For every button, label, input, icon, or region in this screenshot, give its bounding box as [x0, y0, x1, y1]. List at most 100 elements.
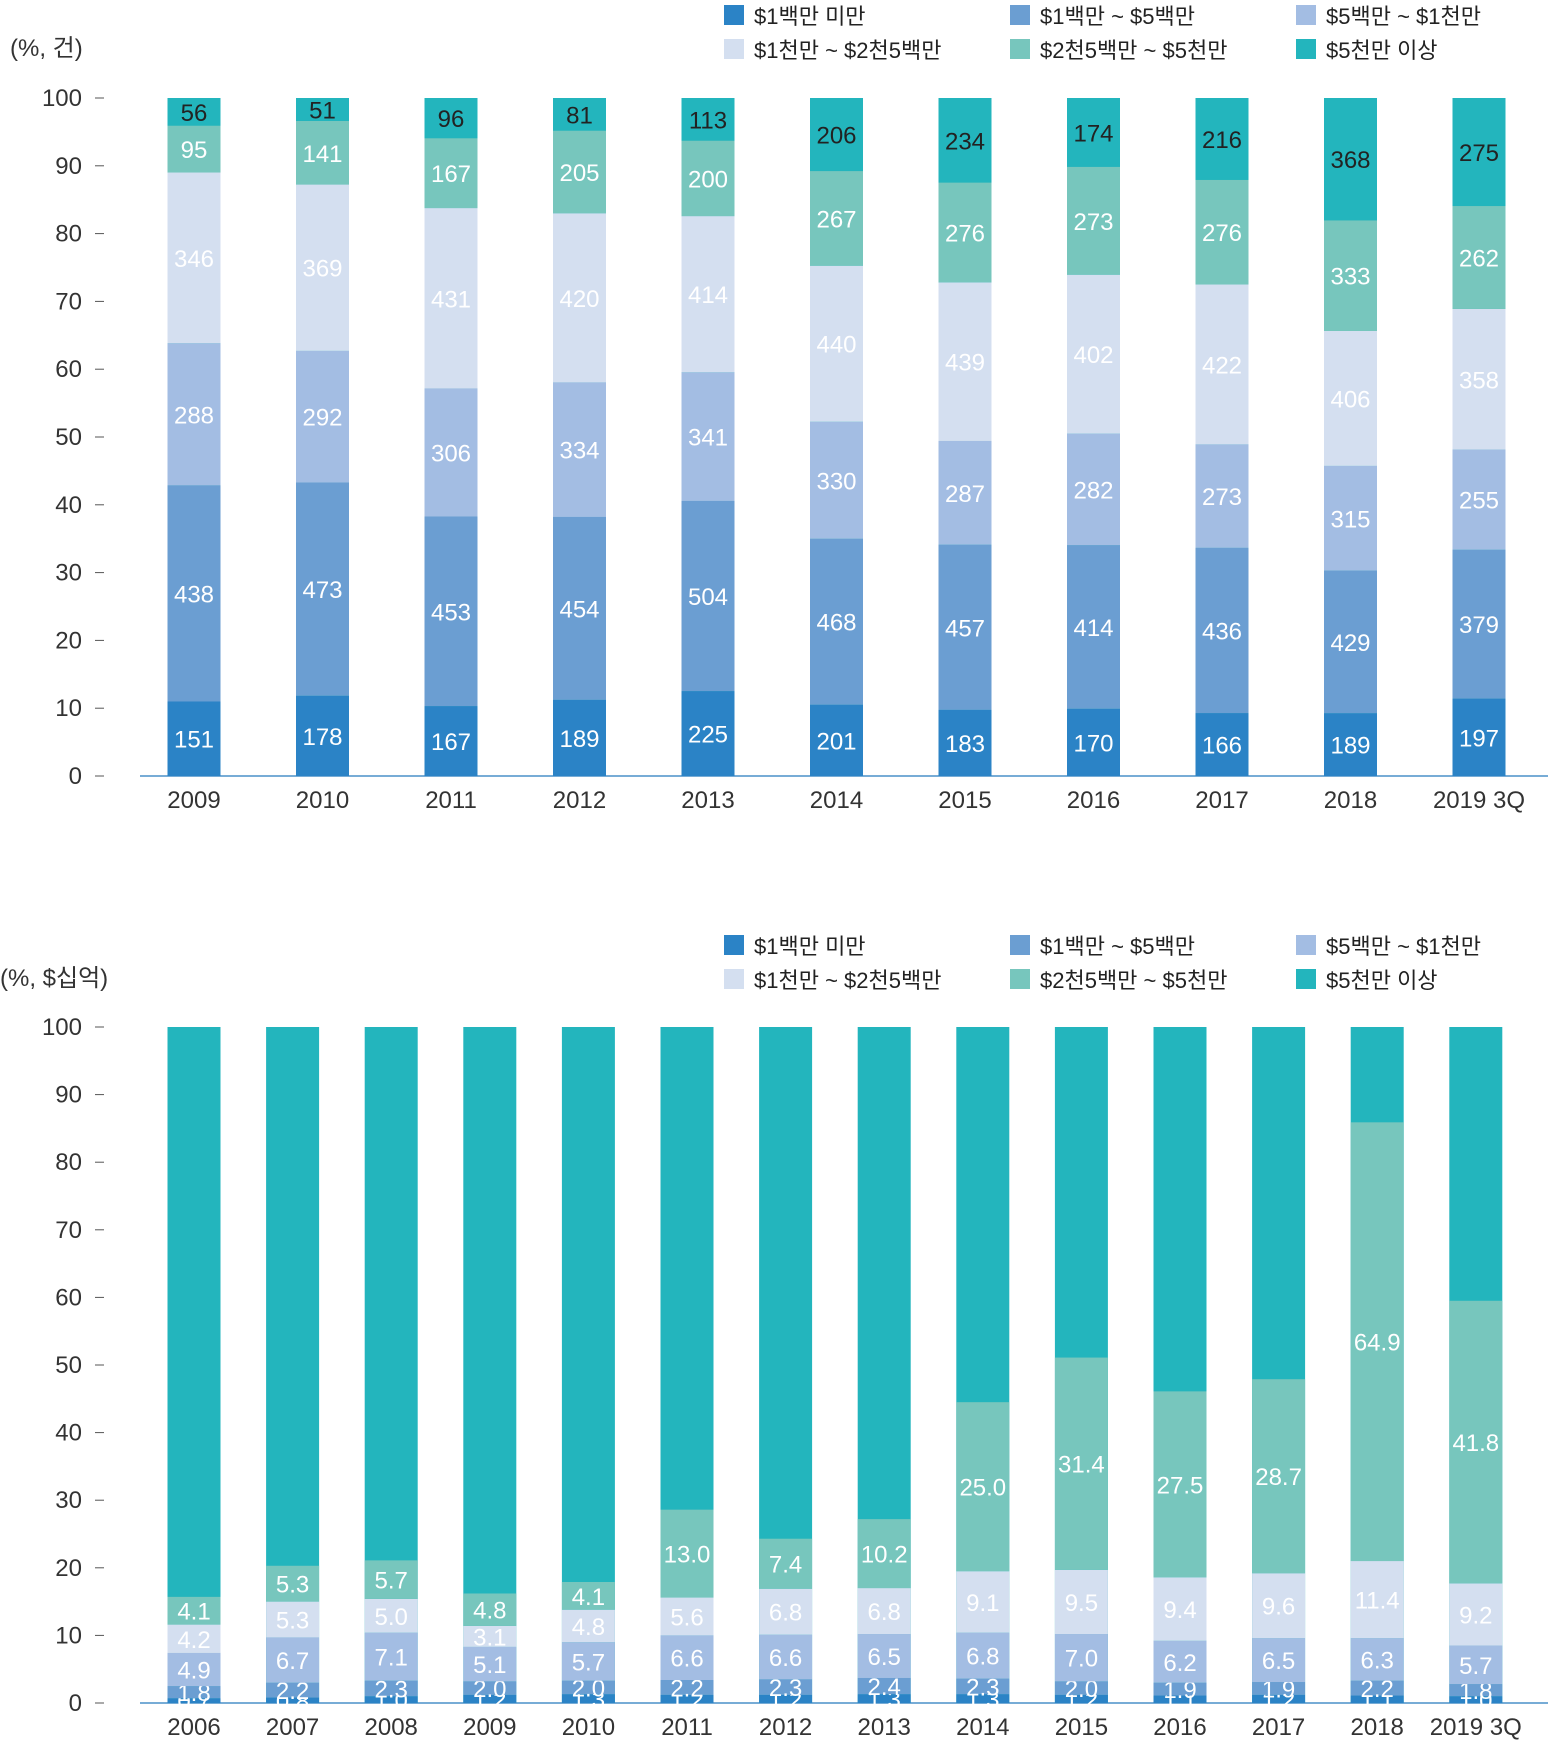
bottom-x-tick-label-2: 2007	[266, 1714, 319, 1741]
top-y-tick-label-100: 100	[42, 85, 82, 112]
bottom-segment-label-7-5: 7.4	[769, 1552, 802, 1579]
bottom-segment-label-2-3: 6.7	[276, 1648, 309, 1675]
top-segment-label-9-4: 422	[1202, 352, 1242, 379]
top-segment-7-1	[938, 709, 992, 776]
bottom-segment-7-2	[759, 1679, 813, 1695]
top-legend-label-3: $5백만 ~ $1천만	[1326, 4, 1481, 29]
bottom-segment-4-4	[463, 1625, 517, 1647]
top-segment-4-4	[553, 213, 606, 383]
bottom-segment-14-4	[1449, 1583, 1503, 1646]
top-segment-5-3	[681, 372, 735, 501]
bottom-y-tick-label-20: 20	[55, 1555, 82, 1582]
bottom-segment-14-2	[1449, 1684, 1503, 1697]
top-segment-label-8-1: 170	[1073, 730, 1113, 757]
bottom-segment-1-3	[167, 1652, 221, 1687]
bottom-x-tick-label-11: 2016	[1153, 1714, 1206, 1741]
bottom-x-tick-label-7: 2012	[759, 1714, 812, 1741]
top-segment-3-6	[424, 98, 478, 139]
top-x-tick-label-9: 2017	[1195, 787, 1248, 814]
top-segment-label-2-6: 51	[309, 97, 336, 124]
bottom-segment-5-4	[561, 1609, 615, 1643]
bottom-legend-label-1: $1백만 미만	[754, 934, 866, 959]
top-segment-5-2	[681, 500, 735, 692]
bottom-legend-label-5: $2천5백만 ~ $5천만	[1040, 968, 1227, 993]
top-segment-label-7-1: 183	[945, 731, 985, 758]
top-x-tick-label-3: 2011	[425, 787, 477, 814]
top-segment-5-5	[681, 140, 735, 217]
bottom-segment-label-5-4: 4.8	[572, 1614, 605, 1641]
top-segment-2-6	[296, 98, 349, 121]
bottom-bar-2011: 1.22.26.65.613.0	[660, 1027, 714, 1714]
top-segment-label-3-5: 167	[431, 161, 471, 188]
bottom-y-tick-label-40: 40	[55, 1420, 82, 1447]
bottom-segment-13-3	[1350, 1638, 1404, 1681]
top-segment-11-5	[1452, 206, 1506, 309]
bottom-segment-10-5	[1054, 1357, 1108, 1570]
bottom-legend-swatch-5	[1010, 969, 1030, 989]
top-segment-label-6-2: 468	[816, 610, 856, 637]
bottom-segment-3-2	[364, 1680, 418, 1697]
bottom-segment-label-4-4: 3.1	[473, 1624, 506, 1651]
bottom-bar-2007: 0.82.26.75.35.3	[266, 1027, 320, 1715]
top-legend-swatch-2	[1010, 5, 1030, 25]
top-segment-10-6	[1324, 98, 1377, 221]
top-segment-3-2	[424, 516, 478, 707]
top-segment-label-6-1: 201	[816, 728, 856, 755]
top-segment-label-3-2: 453	[431, 599, 471, 626]
top-segment-label-1-1: 151	[174, 727, 214, 754]
bottom-x-tick-label-3: 2008	[365, 1714, 418, 1741]
bottom-segment-14-5	[1449, 1300, 1503, 1584]
top-legend-swatch-5	[1010, 39, 1030, 59]
top-segment-label-11-4: 358	[1459, 367, 1499, 394]
top-legend-swatch-3	[1296, 5, 1316, 25]
top-bar-2009: 151 438 288 346 95 56	[167, 98, 221, 776]
bottom-y-tick-label-90: 90	[55, 1082, 82, 1109]
top-segment-label-5-5: 200	[688, 166, 728, 193]
bottom-segment-1-4	[167, 1624, 221, 1653]
bottom-x-tick-label-8: 2013	[858, 1714, 911, 1741]
bottom-segment-9-2	[956, 1678, 1010, 1695]
top-segment-5-1	[681, 691, 735, 776]
bottom-segment-label-8-4: 6.8	[868, 1599, 901, 1626]
top-segment-2-3	[296, 350, 349, 483]
top-segment-label-2-1: 178	[302, 724, 342, 751]
bottom-segment-label-12-3: 6.5	[1262, 1648, 1295, 1675]
bottom-segment-3-4	[364, 1598, 418, 1633]
bottom-segment-11-2	[1153, 1682, 1207, 1696]
top-segment-1-2	[167, 485, 221, 702]
top-segment-label-1-3: 288	[174, 402, 214, 429]
top-x-tick-label-8: 2016	[1067, 787, 1120, 814]
bottom-bar-2013: 1.32.46.56.810.2	[857, 1027, 911, 1714]
bottom-segment-3-1	[364, 1696, 418, 1703]
bottom-segment-label-10-5: 31.4	[1058, 1452, 1105, 1479]
top-segment-label-2-3: 292	[302, 405, 342, 432]
top-segment-label-6-4: 440	[816, 332, 856, 359]
top-segment-label-5-6: 113	[689, 107, 727, 134]
top-segment-7-5	[938, 182, 992, 283]
bottom-bar-2006: 0.71.84.94.24.1	[167, 1027, 221, 1716]
bottom-legend-swatch-6	[1296, 969, 1316, 989]
bottom-segment-12-3	[1252, 1638, 1306, 1683]
bottom-bar-2014: 1.32.36.89.125.0	[956, 1027, 1010, 1714]
top-segment-label-3-4: 431	[431, 286, 471, 313]
top-segment-label-3-3: 306	[431, 440, 471, 467]
top-legend-label-5: $2천5백만 ~ $5천만	[1040, 38, 1227, 63]
bottom-segment-12-2	[1252, 1682, 1306, 1695]
top-segment-2-5	[296, 120, 349, 185]
top-segment-11-2	[1452, 549, 1506, 699]
top-segment-label-5-1: 225	[688, 722, 728, 749]
bottom-bar-2016: 1.11.96.29.427.5	[1153, 1027, 1207, 1714]
top-bar-2011: 167 453 306 431 167 96	[424, 98, 478, 776]
top-segment-1-3	[167, 343, 221, 486]
bottom-segment-14-1	[1449, 1696, 1503, 1703]
bottom-segment-label-14-3: 5.7	[1459, 1653, 1492, 1680]
bottom-segment-label-10-4: 9.5	[1065, 1590, 1098, 1617]
top-segment-3-1	[424, 706, 478, 776]
bottom-segment-label-8-2: 2.4	[868, 1674, 901, 1701]
top-y-tick-label-10: 10	[55, 695, 82, 722]
top-segment-label-3-6: 96	[438, 106, 465, 133]
top-legend-label-1: $1백만 미만	[754, 4, 866, 29]
bottom-y-tick-label-100: 100	[42, 1014, 82, 1041]
bottom-segment-10-1	[1054, 1694, 1108, 1703]
bottom-segment-2-3	[266, 1637, 320, 1683]
